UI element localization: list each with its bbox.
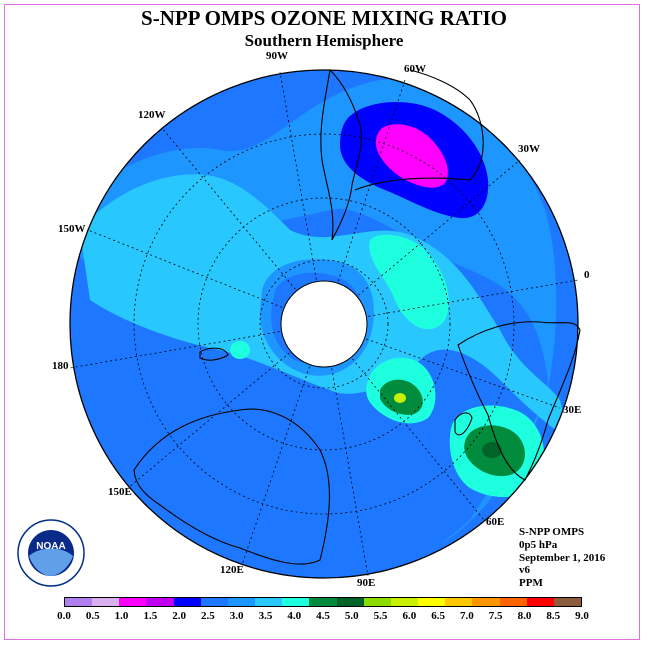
info-units: PPM — [519, 577, 543, 590]
product-info: S-NPP OMPS 0p5 hPa September 1, 2016 v6 … — [519, 526, 605, 590]
colorbar-swatch — [336, 598, 364, 606]
colorbar-tick-label: 0.5 — [85, 610, 100, 622]
colorbar-swatch — [553, 598, 581, 606]
figure-border — [4, 4, 640, 640]
map-title: S-NPP OMPS OZONE MIXING RATIO — [141, 6, 507, 30]
colorbar-swatch — [146, 598, 174, 606]
label-lon-0: 0 — [584, 269, 590, 281]
colorbar-swatch — [200, 598, 228, 606]
label-lon-90e: 90E — [357, 577, 376, 589]
colorbar-tick-label: 5.0 — [344, 610, 359, 622]
colorbar-swatch — [390, 598, 419, 606]
label-lon-60w: 60W — [404, 63, 426, 75]
colorbar-swatch — [65, 598, 93, 606]
colorbar-swatch — [526, 598, 554, 606]
colorbar-tick-label: 8.0 — [517, 610, 532, 622]
colorbar-swatch — [309, 598, 337, 606]
colorbar — [64, 597, 582, 607]
polar-data-gap — [280, 280, 368, 368]
noaa-logo-text: NOAA — [36, 541, 65, 552]
colorbar-tick-label: 3.0 — [229, 610, 244, 622]
colorbar-swatch — [173, 598, 201, 606]
colorbar-tick-label: 7.5 — [488, 610, 503, 622]
label-lon-120w: 120W — [138, 109, 166, 121]
colorbar-swatch — [418, 598, 446, 606]
info-version: v6 — [519, 564, 530, 577]
colorbar-swatch — [92, 598, 120, 606]
colorbar-swatch — [255, 598, 283, 606]
colorbar-swatch — [499, 598, 527, 606]
colorbar-tick-label: 4.5 — [316, 610, 330, 622]
colorbar-tick-label: 7.0 — [460, 610, 474, 622]
map-subtitle: Southern Hemisphere — [244, 31, 404, 50]
colorbar-swatch — [363, 598, 391, 606]
label-lon-90w: 90W — [266, 50, 288, 62]
field-5.0-5.5 — [482, 442, 502, 458]
label-lon-30w: 30W — [518, 143, 540, 155]
colorbar-swatch — [472, 598, 500, 606]
info-instrument: S-NPP OMPS — [519, 526, 585, 538]
field-4.0-4.5-d — [230, 341, 250, 359]
colorbar-tick-label: 6.5 — [431, 610, 445, 622]
colorbar-tick-label: 5.5 — [373, 610, 388, 622]
label-lon-150e: 150E — [108, 486, 132, 498]
colorbar-tick-label: 1.5 — [143, 610, 158, 622]
info-date: September 1, 2016 — [519, 551, 606, 564]
colorbar-tick-label: 1.0 — [114, 610, 129, 622]
colorbar-tick-label: 2.0 — [172, 610, 186, 622]
colorbar-tick-label: 4.0 — [287, 610, 302, 622]
colorbar-swatch — [119, 598, 147, 606]
info-level: 0p5 hPa — [519, 538, 558, 551]
colorbar-swatch — [282, 598, 310, 606]
label-lon-150w: 150W — [58, 223, 86, 235]
colorbar-ticks: 0.0 0.5 1.0 1.5 2.0 2.5 3.0 3.5 4.0 4.5 5.0 5.5 6.0 6… — [0, 610, 648, 624]
label-lon-120e: 120E — [220, 564, 244, 576]
colorbar-tick-label: 8.5 — [546, 610, 561, 622]
label-lon-180: 180 — [52, 360, 69, 372]
map-boundary — [69, 69, 579, 579]
colorbar-swatch — [227, 598, 256, 606]
colorbar-tick-label: 0.0 — [57, 610, 71, 622]
field-6.0-6.5 — [394, 393, 406, 403]
noaa-logo: NOAA — [17, 519, 85, 587]
colorbar-tick-label: 9.0 — [575, 610, 589, 622]
colorbar-swatch — [445, 598, 473, 606]
colorbar-tick-label: 2.5 — [201, 610, 215, 622]
label-lon-30e: 30E — [563, 404, 582, 416]
colorbar-tick-label: 3.5 — [258, 610, 273, 622]
label-lon-60e: 60E — [486, 516, 505, 528]
colorbar-tick-label: 6.0 — [402, 610, 417, 622]
